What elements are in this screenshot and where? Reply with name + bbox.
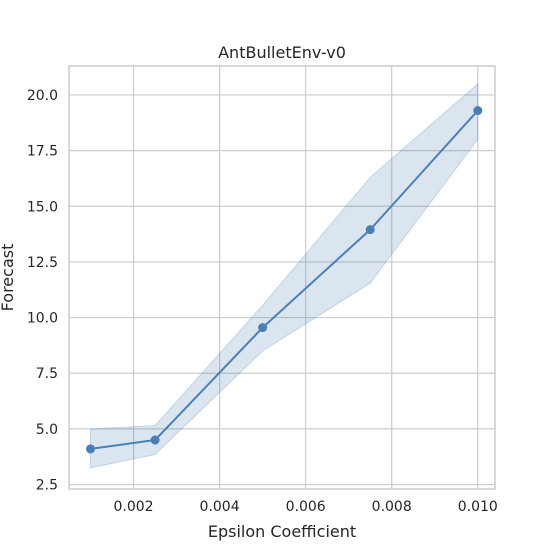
y-tick-label-6: 17.5	[27, 144, 58, 160]
data-point-0-0	[86, 444, 96, 454]
x-tick-label-1: 0.004	[200, 499, 240, 515]
y-axis-label: Forecast	[0, 244, 17, 312]
confidence-band-layer	[90, 82, 479, 469]
data-point-0-4	[473, 106, 483, 116]
x-tick-labels: 0.002 0.004 0.006 0.008 0.010	[113, 499, 497, 515]
y-tick-label-2: 7.5	[36, 366, 58, 382]
x-tick-label-3: 0.008	[372, 499, 412, 515]
data-point-layer	[86, 106, 483, 454]
y-tick-label-5: 15.0	[27, 199, 58, 215]
data-point-0-2	[258, 323, 268, 333]
x-tick-label-0: 0.002	[113, 499, 153, 515]
x-axis-label: Epsilon Coefficient	[208, 522, 356, 541]
y-tick-label-4: 12.5	[27, 255, 58, 271]
grid	[69, 66, 495, 489]
y-tick-label-0: 2.5	[36, 478, 58, 494]
y-tick-label-3: 10.0	[27, 311, 58, 327]
y-tick-labels: 2.5 5.0 7.5 10.0 12.5 15.0 17.5 20.0	[27, 88, 58, 494]
plot-frame	[68, 65, 496, 490]
data-point-0-3	[365, 225, 375, 235]
chart-title: AntBulletEnv-v0	[218, 43, 346, 62]
y-tick-label-1: 5.0	[36, 422, 58, 438]
data-point-0-1	[150, 435, 160, 445]
y-tick-label-7: 20.0	[27, 88, 58, 104]
x-tick-label-2: 0.006	[286, 499, 326, 515]
x-tick-label-4: 0.010	[458, 499, 498, 515]
confidence-band-0	[90, 82, 479, 469]
